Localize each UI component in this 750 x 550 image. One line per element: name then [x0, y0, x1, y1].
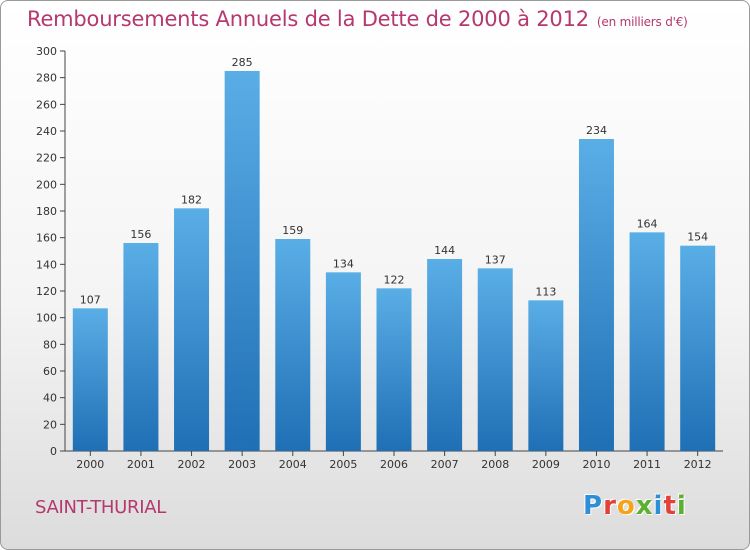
chart-title: Remboursements Annuels de la Dette de 20… [27, 7, 688, 31]
bar [72, 308, 108, 451]
bar-value-label: 113 [535, 285, 556, 298]
proxiti-logo: Proxiti [583, 491, 687, 521]
bar-value-label: 285 [232, 56, 253, 69]
x-tick-label: 2007 [431, 458, 459, 471]
x-tick-label: 2006 [380, 458, 408, 471]
y-tick-label: 260 [36, 98, 57, 111]
bar-value-label: 107 [80, 293, 101, 306]
bar [427, 259, 463, 451]
chart-title-text: Remboursements Annuels de la Dette de 20… [27, 7, 589, 31]
x-tick-label: 2011 [633, 458, 661, 471]
bar-value-label: 134 [333, 257, 354, 270]
chart-unit: (en milliers d'€) [596, 15, 688, 29]
x-tick-label: 2005 [329, 458, 357, 471]
x-tick-label: 2009 [532, 458, 560, 471]
bar [174, 208, 210, 451]
bar-value-label: 164 [637, 217, 658, 230]
bar [376, 288, 412, 451]
x-tick-label: 2012 [684, 458, 712, 471]
x-tick-label: 2010 [582, 458, 610, 471]
bar [224, 71, 260, 451]
y-tick-label: 240 [36, 125, 57, 138]
commune-name: SAINT-THURIAL [35, 497, 166, 518]
y-tick-label: 0 [50, 445, 57, 458]
y-tick-label: 80 [43, 338, 57, 351]
logo-letter: r [603, 491, 617, 521]
bar [275, 239, 311, 451]
bar-value-label: 159 [282, 224, 303, 237]
logo-letter: P [583, 491, 604, 521]
y-tick-label: 40 [43, 392, 57, 405]
x-tick-label: 2001 [127, 458, 155, 471]
y-tick-label: 120 [36, 285, 57, 298]
logo-letter: o [616, 491, 636, 521]
bar-value-label: 156 [130, 228, 151, 241]
bar [477, 268, 513, 451]
x-tick-label: 2000 [76, 458, 104, 471]
y-tick-label: 100 [36, 312, 57, 325]
y-tick-label: 300 [36, 45, 57, 58]
y-tick-label: 280 [36, 72, 57, 85]
bar-value-label: 182 [181, 193, 202, 206]
x-tick-label: 2002 [178, 458, 206, 471]
x-tick-label: 2008 [481, 458, 509, 471]
logo-letter: x [635, 491, 654, 521]
bar-value-label: 137 [485, 253, 506, 266]
bar-value-label: 234 [586, 124, 607, 137]
bar [578, 139, 614, 451]
y-tick-label: 60 [43, 365, 57, 378]
bar [325, 272, 361, 451]
bar-value-label: 144 [434, 244, 455, 257]
bar [528, 300, 564, 451]
logo-letter: i [676, 491, 687, 521]
x-tick-label: 2003 [228, 458, 256, 471]
y-tick-label: 220 [36, 152, 57, 165]
bar-value-label: 154 [687, 231, 708, 244]
y-tick-label: 140 [36, 258, 57, 271]
bar [629, 232, 665, 451]
logo-letter: i [653, 491, 664, 521]
logo-letter: t [663, 491, 677, 521]
bar [680, 245, 716, 451]
y-tick-label: 180 [36, 205, 57, 218]
y-tick-label: 160 [36, 232, 57, 245]
y-tick-label: 20 [43, 418, 57, 431]
y-tick-label: 200 [36, 178, 57, 191]
bar [123, 243, 159, 451]
x-tick-label: 2004 [279, 458, 307, 471]
bar-value-label: 122 [384, 273, 405, 286]
